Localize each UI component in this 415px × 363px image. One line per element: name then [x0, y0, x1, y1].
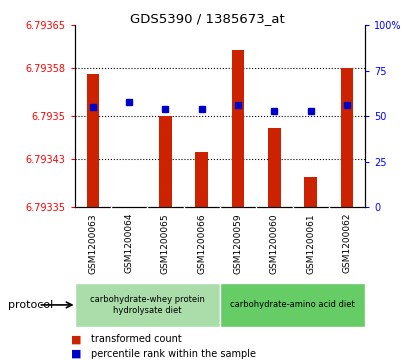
- Text: percentile rank within the sample: percentile rank within the sample: [91, 349, 256, 359]
- Bar: [232, 50, 244, 207]
- Bar: [75, 283, 220, 327]
- Bar: [220, 283, 365, 327]
- Text: GSM1200059: GSM1200059: [234, 213, 243, 274]
- Bar: [159, 116, 172, 207]
- Text: GSM1200064: GSM1200064: [124, 213, 134, 273]
- Text: ■: ■: [71, 349, 81, 359]
- Text: transformed count: transformed count: [91, 334, 182, 344]
- Text: GSM1200062: GSM1200062: [342, 213, 352, 273]
- Text: GDS5390 / 1385673_at: GDS5390 / 1385673_at: [130, 12, 285, 25]
- Text: protocol: protocol: [8, 300, 54, 310]
- Bar: [195, 152, 208, 207]
- Text: GSM1200065: GSM1200065: [161, 213, 170, 274]
- Text: carbohydrate-whey protein
hydrolysate diet: carbohydrate-whey protein hydrolysate di…: [90, 295, 205, 315]
- Text: GSM1200063: GSM1200063: [88, 213, 98, 274]
- Bar: [86, 74, 99, 207]
- Text: carbohydrate-amino acid diet: carbohydrate-amino acid diet: [230, 301, 355, 309]
- Bar: [341, 68, 354, 207]
- Text: GSM1200066: GSM1200066: [197, 213, 206, 274]
- Bar: [304, 177, 317, 207]
- Text: ■: ■: [71, 334, 81, 344]
- Bar: [268, 128, 281, 207]
- Text: GSM1200061: GSM1200061: [306, 213, 315, 274]
- Text: GSM1200060: GSM1200060: [270, 213, 279, 274]
